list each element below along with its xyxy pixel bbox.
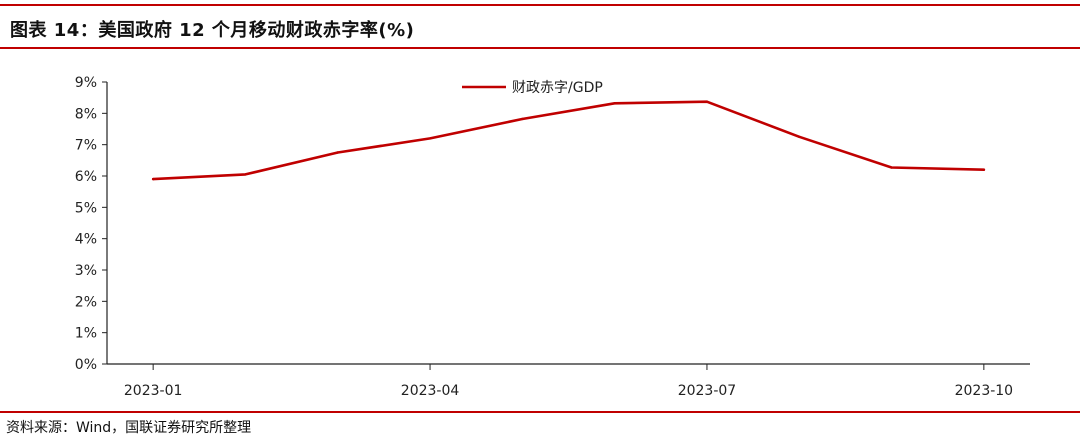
data-point bbox=[336, 151, 339, 154]
data-point bbox=[244, 173, 247, 176]
y-tick-label: 5% bbox=[75, 200, 97, 216]
x-tick-label: 2023-01 bbox=[124, 383, 183, 399]
x-axis: 2023-01 2023-04 2023-07 2023-10 bbox=[107, 363, 1030, 399]
y-tick-label: 4% bbox=[75, 232, 97, 248]
title-rule bbox=[0, 47, 1080, 49]
x-tick-label: 2023-04 bbox=[401, 383, 460, 399]
y-axis: 0% 1% 2% 3% 4% 5% 6% 7% 8% 9% bbox=[75, 75, 108, 373]
y-tick-label: 7% bbox=[75, 138, 97, 154]
y-tick-label: 1% bbox=[75, 326, 97, 342]
data-point bbox=[890, 166, 893, 169]
data-point bbox=[151, 177, 155, 181]
x-tick-label: 2023-10 bbox=[955, 383, 1014, 399]
y-tick-label: 3% bbox=[75, 263, 97, 279]
data-point bbox=[613, 102, 616, 105]
x-tick-label: 2023-07 bbox=[678, 383, 737, 399]
data-point bbox=[521, 117, 524, 121]
y-tick-label: 6% bbox=[75, 169, 97, 185]
top-rule bbox=[0, 4, 1080, 6]
data-point bbox=[705, 100, 709, 103]
legend: 财政赤字/GDP bbox=[462, 80, 603, 96]
y-tick-label: 8% bbox=[75, 106, 97, 122]
data-point bbox=[428, 137, 432, 140]
y-tick-label: 0% bbox=[75, 357, 97, 373]
y-tick-label: 9% bbox=[75, 75, 97, 91]
figure-title: 图表 14：美国政府 12 个月移动财政赤字率(%) bbox=[10, 20, 415, 41]
y-tick-label: 2% bbox=[75, 294, 97, 310]
data-point bbox=[798, 135, 801, 139]
series-layer bbox=[151, 100, 986, 181]
bottom-rule bbox=[0, 411, 1080, 413]
legend-label: 财政赤字/GDP bbox=[512, 80, 603, 96]
data-point bbox=[982, 168, 986, 171]
series-line bbox=[151, 100, 986, 181]
source-note: 资料来源：Wind，国联证券研究所整理 bbox=[6, 420, 252, 436]
